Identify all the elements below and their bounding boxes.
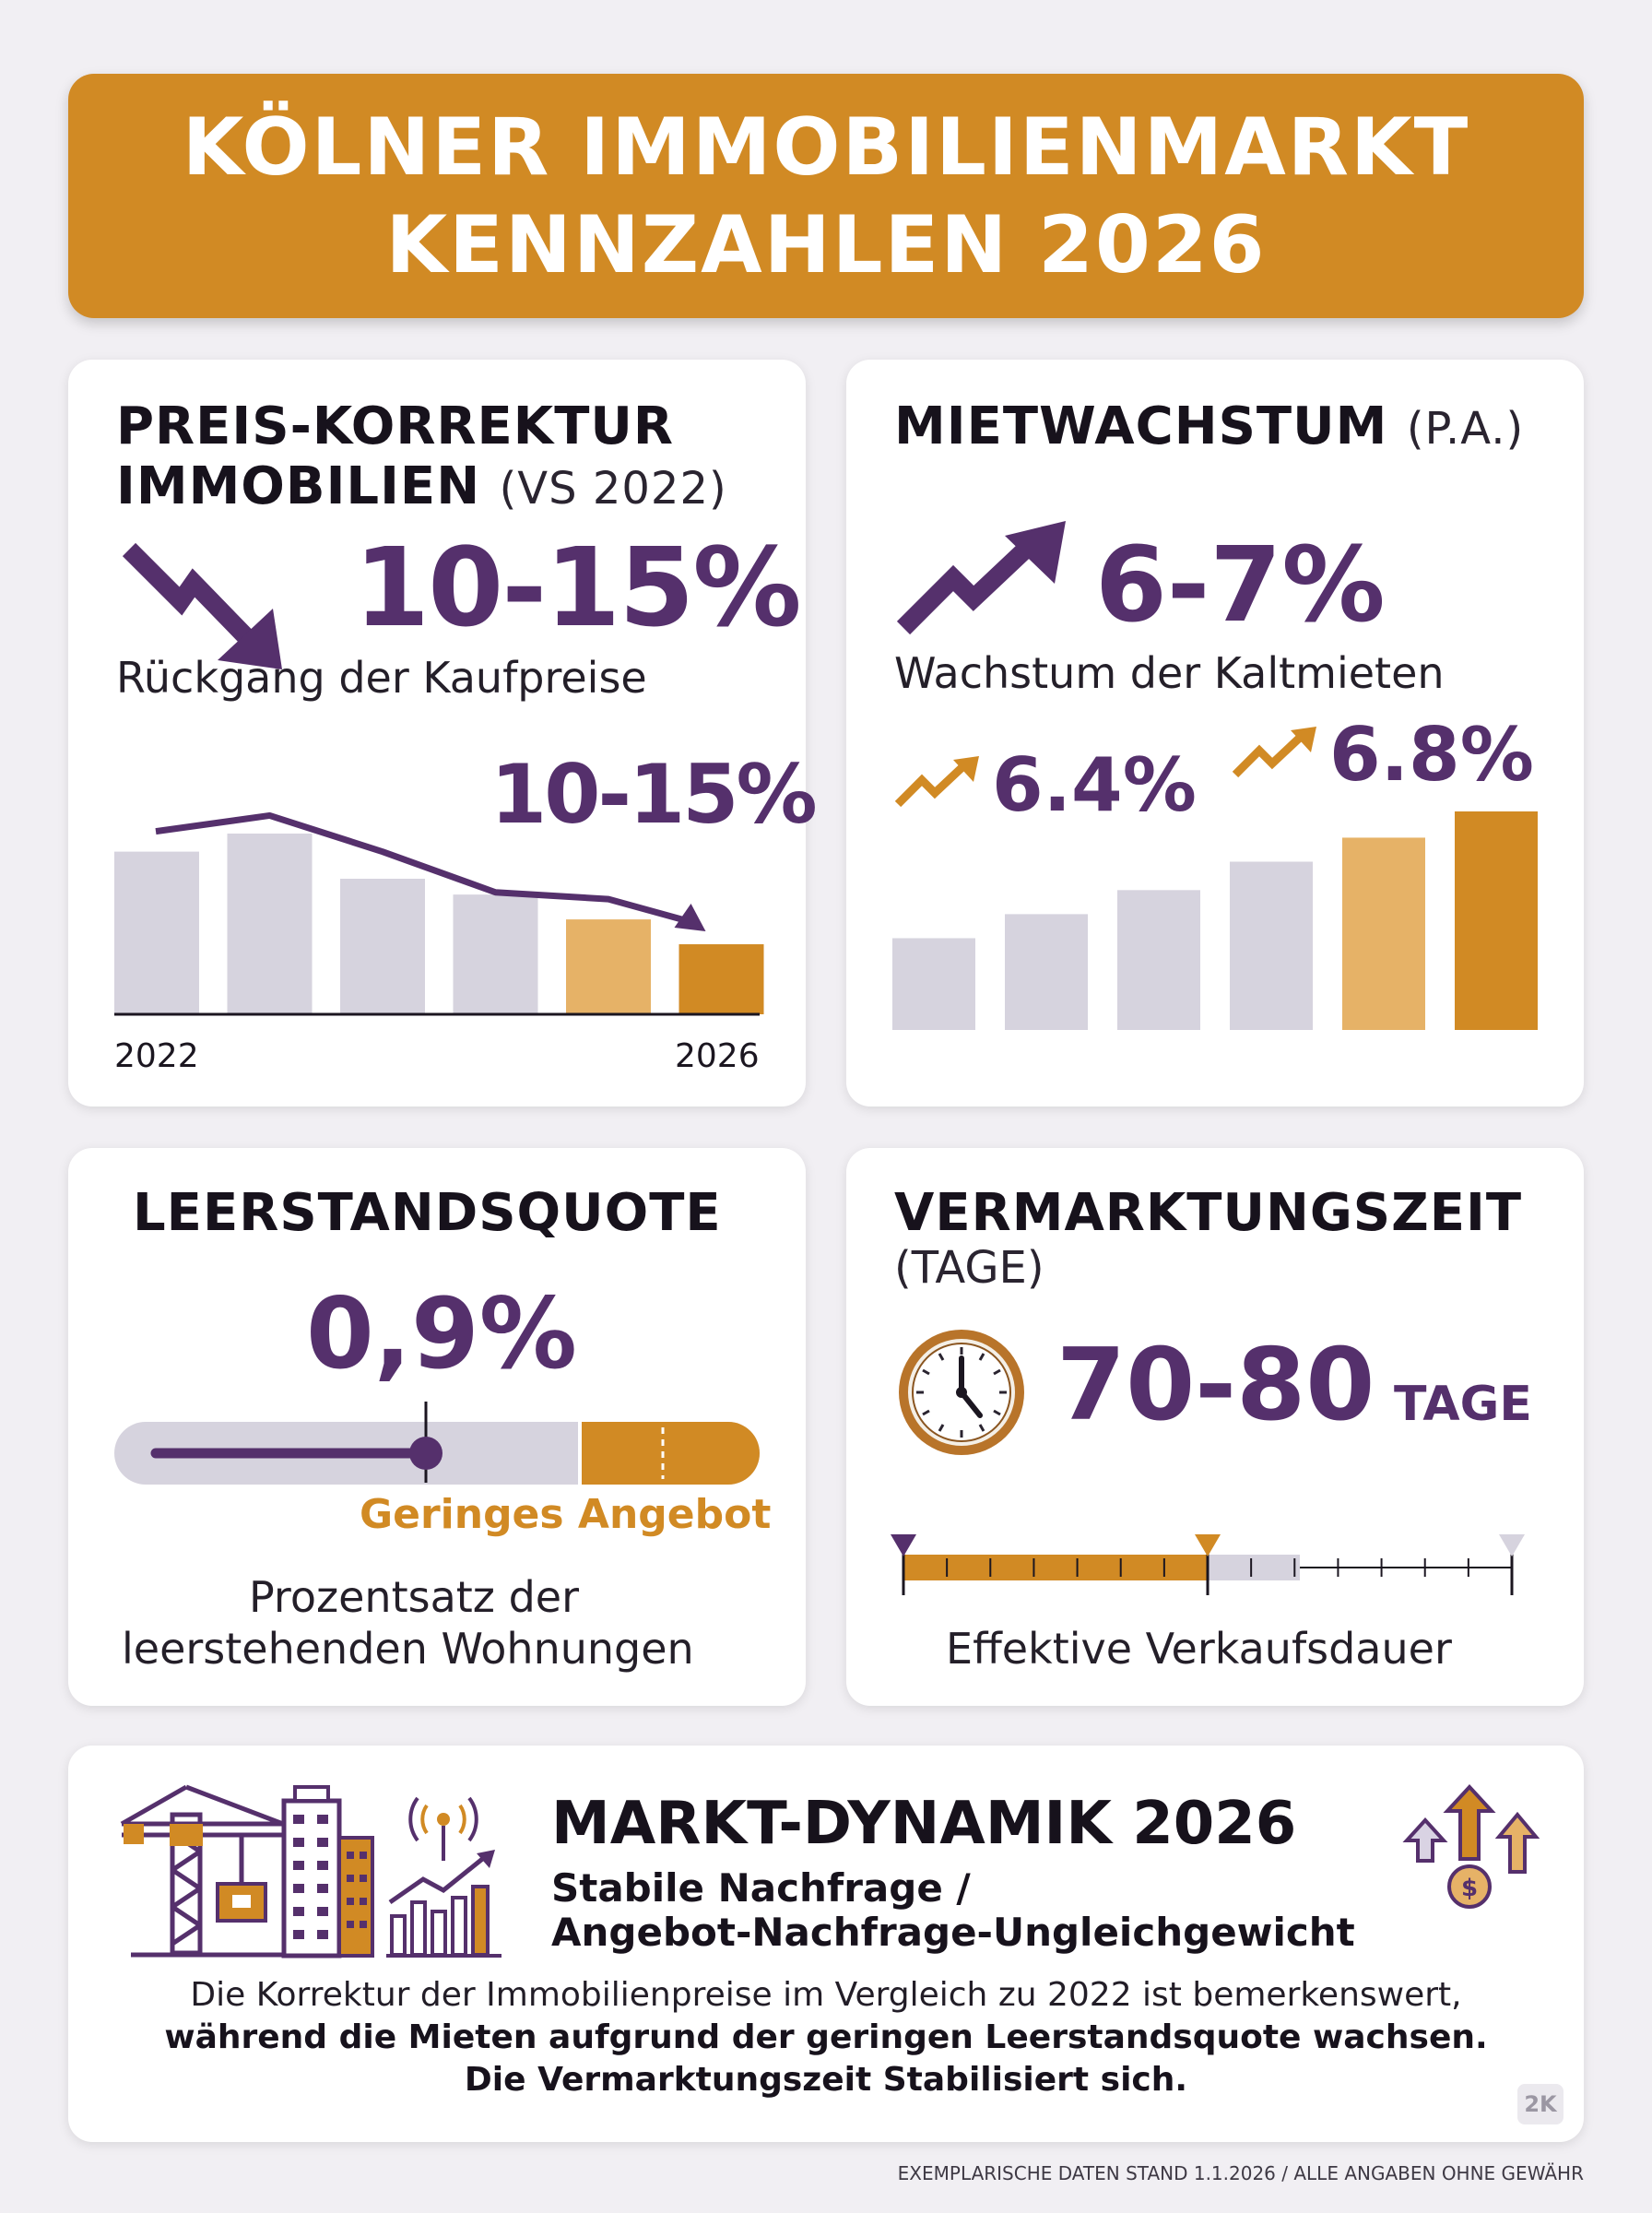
dynamics-text-line3: Die Vermarktungszeit Stabilisiert sich.: [464, 2061, 1188, 2099]
rent-card-title: MIETWACHSTUM (P.A.): [894, 396, 1524, 456]
dynamics-subtitle-line2: Angebot-Nachfrage-Ungleichgewicht: [551, 1910, 1355, 1955]
price-bar: [453, 894, 538, 1014]
timeline-start-marker: [891, 1534, 916, 1556]
price-card-title-line2: IMMOBILIEN (VS 2022): [116, 456, 727, 516]
price-bar: [114, 851, 199, 1014]
price-correction-card: PREIS-KORREKTUR IMMOBILIEN (VS 2022) 10-…: [68, 360, 818, 1106]
rent-bar: [1005, 914, 1088, 1030]
price-trend-line: [155, 811, 700, 928]
dynamics-subtitle-line1: Stabile Nachfrage /: [551, 1865, 971, 1911]
market-dynamics-card: MARKT-DYNAMIK 2026 Stabile Nachfrage / A…: [68, 1746, 1584, 2142]
rent-big-value: 6-7%: [1095, 526, 1386, 645]
price-bar-chart: [114, 811, 764, 1016]
price-big-value: 10-15%: [354, 524, 802, 651]
construction-crane-icon: [120, 1784, 284, 1958]
growth-chart-icon: [386, 1796, 502, 1958]
dynamics-title: MARKT-DYNAMIK 2026: [551, 1790, 1297, 1858]
marketing-caption: Effektive Verkaufsdauer: [946, 1624, 1452, 1674]
trend-down-arrow-icon: [122, 542, 282, 669]
vacancy-rate-card: LEERSTANDSQUOTE 0,9% Geringes Angebot Pr…: [68, 1148, 806, 1706]
vacancy-gauge-high-zone: [580, 1422, 760, 1485]
title-banner: KÖLNER IMMOBILIENMARKT KENNZAHLEN 2026: [68, 74, 1584, 318]
vacancy-note: Geringes Angebot: [360, 1491, 772, 1538]
banner-title-line2: KENNZAHLEN 2026: [385, 198, 1267, 291]
clock-icon: [899, 1330, 1024, 1455]
vacancy-caption-line2: leerstehenden Wohnungen: [122, 1624, 694, 1674]
price-bar: [340, 879, 425, 1014]
price-arrows-icon: $: [1402, 1784, 1540, 1909]
marketing-time-card: VERMARKTUNGSZEIT (TAGE) 70-80 TAGE Effek…: [846, 1148, 1584, 1706]
dynamics-text-line1: Die Korrektur der Immobilienpreise im Ve…: [190, 1976, 1462, 2014]
rent-bar: [1455, 811, 1538, 1030]
footer-note: EXEMPLARISCHE DATEN STAND 1.1.2026 / ALL…: [897, 2162, 1584, 2184]
rent-card-title-word: MIETWACHSTUM: [894, 396, 1388, 456]
rent-label-b: 6.8%: [1329, 712, 1534, 798]
price-card-title-line1: PREIS-KORREKTUR: [116, 396, 674, 456]
timeline-end-marker: [1499, 1534, 1525, 1556]
dynamics-text-line2: während die Mieten aufgrund der geringen…: [164, 2018, 1488, 2056]
rent-bar: [892, 938, 975, 1030]
watermark-badge: 2K: [1517, 2084, 1564, 2124]
rent-bar: [1230, 861, 1313, 1030]
rent-bar-chart: [892, 811, 1538, 1030]
timeline-mid-marker: [1195, 1534, 1221, 1556]
timeline-remaining: [1208, 1555, 1300, 1580]
rent-bar: [1117, 890, 1200, 1030]
timeline-progress-fill: [903, 1555, 1208, 1580]
price-card-title-word: IMMOBILIEN: [116, 456, 481, 516]
vacancy-gauge: [114, 1402, 760, 1485]
price-trend-arrowhead: [674, 904, 706, 932]
price-axis-start: 2022: [114, 1037, 199, 1075]
rent-label-a: 6.4%: [992, 742, 1197, 828]
marketing-big-value: 70-80: [1056, 1328, 1375, 1443]
vacancy-caption-line1: Prozentsatz der: [249, 1572, 579, 1622]
marketing-unit: TAGE: [1394, 1377, 1532, 1432]
rent-growth-card: MIETWACHSTUM (P.A.) 6-7% Wachstum der Ka…: [846, 360, 1584, 1106]
small-up-arrow-icon: [1232, 727, 1316, 778]
trend-up-arrow-icon: [896, 521, 1066, 635]
price-bar: [678, 944, 764, 1014]
rent-caption: Wachstum der Kaltmieten: [894, 648, 1445, 698]
banner-title-line1: KÖLNER IMMOBILIENMARKT: [182, 101, 1470, 194]
small-up-arrow-icon: [894, 756, 979, 808]
svg-text:$: $: [1461, 1875, 1478, 1902]
rent-card-title-suffix: (P.A.): [1406, 403, 1525, 455]
vacancy-big-value: 0,9%: [306, 1277, 577, 1391]
price-bar: [227, 834, 313, 1014]
marketing-timeline: [891, 1534, 1525, 1595]
price-bar: [566, 919, 651, 1014]
marketing-card-title: VERMARKTUNGSZEIT: [894, 1183, 1523, 1243]
price-card-title-suffix: (VS 2022): [499, 463, 727, 515]
price-chart-label: 10-15%: [490, 747, 818, 842]
price-axis-end: 2026: [675, 1037, 760, 1075]
rent-bar: [1342, 837, 1425, 1030]
marketing-card-title-line2: (TAGE): [894, 1242, 1044, 1294]
building-icon: [281, 1785, 374, 1959]
vacancy-gauge-marker: [409, 1437, 442, 1470]
price-caption: Rückgang der Kaufpreise: [116, 653, 647, 703]
vacancy-card-title: LEERSTANDSQUOTE: [133, 1183, 722, 1243]
